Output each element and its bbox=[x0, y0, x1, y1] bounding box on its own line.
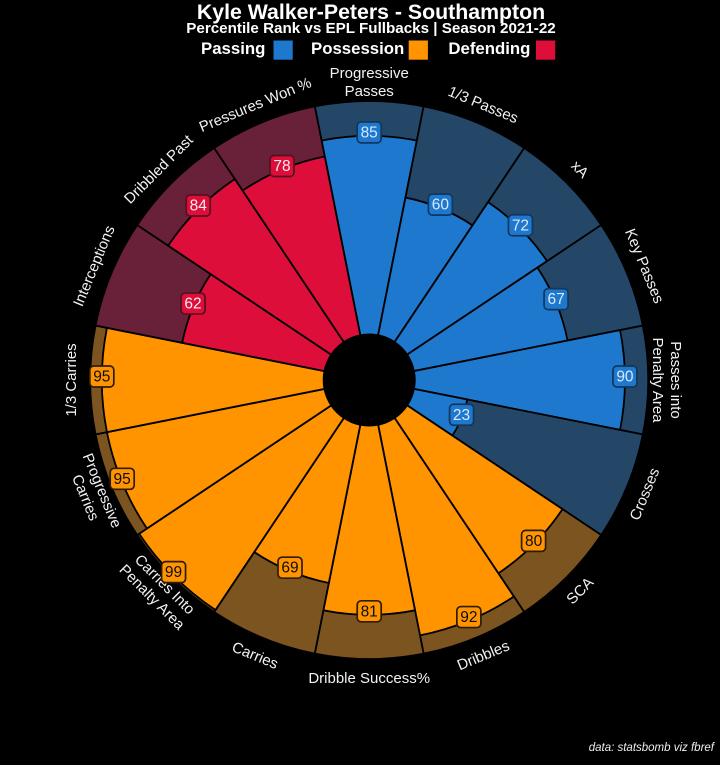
svg-text:Kyle Walker-Peters - Southampt: Kyle Walker-Peters - Southampton bbox=[197, 0, 545, 24]
svg-text:Percentile Rank vs EPL Fullbac: Percentile Rank vs EPL Fullbacks | Seaso… bbox=[186, 20, 556, 37]
svg-text:90: 90 bbox=[616, 369, 634, 386]
svg-text:Defending: Defending bbox=[448, 39, 530, 58]
svg-text:62: 62 bbox=[184, 296, 201, 313]
svg-text:67: 67 bbox=[547, 291, 564, 308]
svg-text:72: 72 bbox=[512, 217, 529, 234]
svg-text:60: 60 bbox=[432, 197, 450, 214]
svg-text:84: 84 bbox=[190, 198, 208, 215]
svg-text:95: 95 bbox=[93, 369, 110, 386]
svg-text:23: 23 bbox=[453, 407, 470, 424]
svg-text:69: 69 bbox=[281, 560, 298, 577]
svg-text:Possession: Possession bbox=[311, 39, 404, 58]
svg-text:78: 78 bbox=[273, 158, 290, 175]
svg-text:Passing: Passing bbox=[201, 39, 265, 58]
svg-text:Dribble Success%: Dribble Success% bbox=[308, 670, 430, 687]
svg-text:data: statsbomb viz fbref: data: statsbomb viz fbref bbox=[589, 742, 716, 754]
svg-text:Passes intoPenalty Area: Passes intoPenalty Area bbox=[650, 337, 685, 423]
svg-text:1/3 Carries: 1/3 Carries bbox=[63, 343, 80, 416]
svg-text:85: 85 bbox=[361, 124, 378, 141]
svg-text:92: 92 bbox=[460, 609, 477, 626]
svg-text:80: 80 bbox=[525, 533, 543, 550]
svg-text:99: 99 bbox=[165, 564, 182, 581]
svg-text:81: 81 bbox=[361, 603, 378, 620]
svg-text:95: 95 bbox=[114, 471, 131, 488]
